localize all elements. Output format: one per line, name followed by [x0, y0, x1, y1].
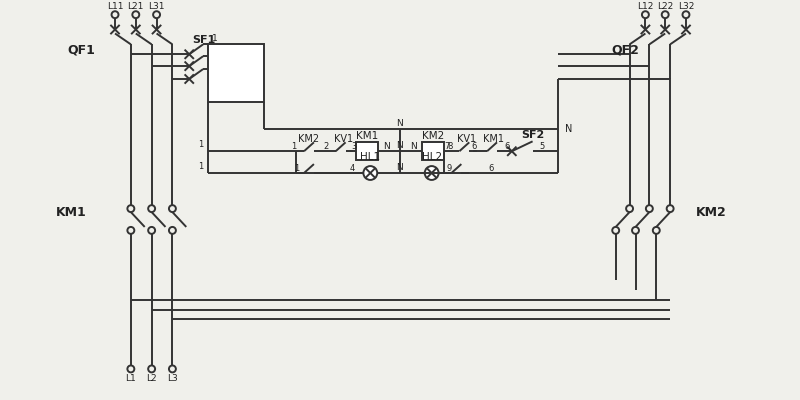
Text: SF2: SF2 [522, 130, 545, 140]
Text: 2: 2 [324, 142, 329, 151]
Text: KM2: KM2 [696, 206, 727, 219]
Text: 1: 1 [198, 162, 203, 170]
Text: N: N [397, 162, 403, 172]
Text: HL2: HL2 [422, 152, 442, 162]
Text: L1: L1 [126, 374, 136, 383]
Text: QF2: QF2 [612, 44, 639, 57]
Bar [208, 44, 265, 102]
Text: KV1: KV1 [334, 134, 353, 144]
Text: HL1: HL1 [360, 152, 380, 162]
Text: 7: 7 [444, 142, 450, 151]
Text: L3: L3 [167, 374, 178, 383]
Bar [422, 142, 443, 160]
Text: SF1: SF1 [193, 36, 216, 46]
Text: KV1: KV1 [458, 134, 477, 144]
Text: 9: 9 [447, 164, 452, 172]
Text: N: N [565, 124, 572, 134]
Text: 6: 6 [505, 142, 510, 151]
Text: KM2: KM2 [422, 131, 444, 141]
Text: KM1: KM1 [356, 131, 378, 141]
Text: 6: 6 [472, 142, 477, 151]
Text: L11: L11 [106, 2, 123, 11]
Text: 8: 8 [447, 142, 453, 151]
Text: L31: L31 [148, 2, 165, 11]
Text: L21: L21 [128, 2, 144, 11]
Text: 3: 3 [351, 142, 357, 151]
Text: KM2: KM2 [298, 134, 319, 144]
Text: 1: 1 [291, 142, 296, 151]
Text: L12: L12 [638, 2, 654, 11]
Text: L22: L22 [657, 2, 674, 11]
Text: N: N [397, 119, 403, 128]
Circle shape [363, 166, 378, 180]
Text: 6: 6 [488, 164, 494, 172]
Text: KM1: KM1 [56, 206, 87, 219]
Text: 4: 4 [350, 164, 355, 172]
Text: 1: 1 [294, 164, 300, 172]
Text: L32: L32 [678, 2, 694, 11]
Text: N: N [383, 142, 390, 151]
Text: N: N [397, 141, 403, 150]
Bar [357, 142, 378, 160]
Circle shape [425, 166, 438, 180]
Text: N: N [410, 142, 417, 151]
Text: 1: 1 [198, 140, 203, 149]
Text: 1: 1 [212, 34, 218, 43]
Text: 5: 5 [539, 142, 545, 151]
Text: L2: L2 [146, 374, 157, 383]
Text: KM1: KM1 [483, 134, 504, 144]
Text: QF1: QF1 [67, 44, 95, 57]
